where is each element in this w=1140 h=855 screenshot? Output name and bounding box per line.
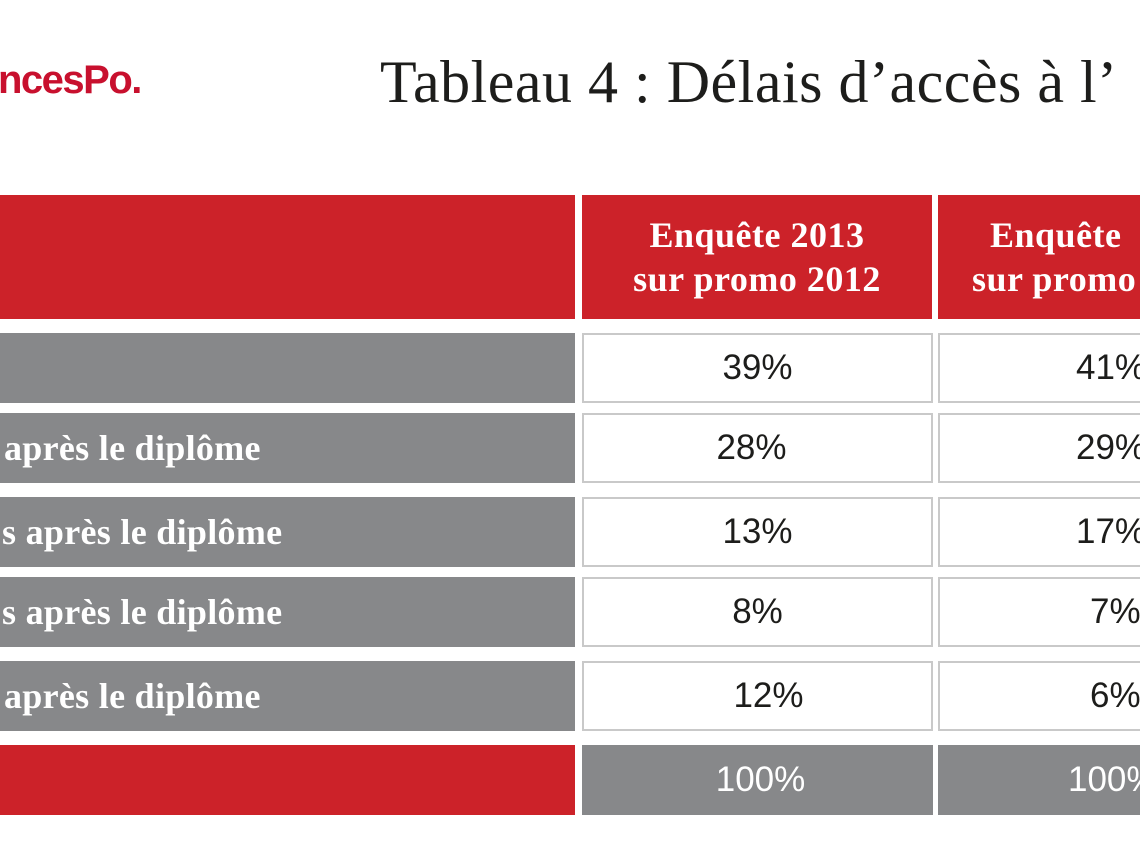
value-2013-row-3: 13%: [582, 497, 933, 567]
sciences-po-logo: ncesPo.: [0, 58, 142, 102]
row-label-2: après le diplôme: [0, 413, 575, 483]
row-label-4: s après le diplôme: [0, 577, 575, 647]
row-label-5-text: après le diplôme: [4, 676, 261, 716]
header-col-second: Enquête sur promo: [938, 195, 1140, 319]
value-second-row-4: 7%: [938, 577, 1140, 647]
value-second-row-2: 29%: [938, 413, 1140, 483]
row-label-5: après le diplôme: [0, 661, 575, 731]
value-second-row-5: 6%: [938, 661, 1140, 731]
row-label-2-text: après le diplôme: [4, 428, 261, 468]
header-col-second-line2: sur promo: [972, 259, 1137, 299]
row-label-4-text: s après le diplôme: [2, 592, 283, 632]
row-label-1: [0, 333, 575, 403]
header-col-2013-line2: sur promo 2012: [633, 259, 881, 299]
header-col-second-line1: Enquête: [990, 215, 1122, 255]
page-title: Tableau 4 : Délais d’accès à l’: [380, 49, 1118, 115]
value-2013-row-2: 28%: [582, 413, 933, 483]
header-label-cell: [0, 195, 575, 319]
row-label-3: s après le diplôme: [0, 497, 575, 567]
value-second-row-1: 41%: [938, 333, 1140, 403]
total-label-cell: [0, 745, 575, 815]
header-col-2013-line1: Enquête 2013: [649, 215, 865, 255]
total-2013: 100%: [582, 745, 933, 815]
value-second-row-3: 17%: [938, 497, 1140, 567]
value-2013-row-1: 39%: [582, 333, 933, 403]
row-label-3-text: s après le diplôme: [2, 512, 283, 552]
total-second: 100%: [938, 745, 1140, 815]
value-2013-row-4: 8%: [582, 577, 933, 647]
value-2013-row-5: 12%: [582, 661, 933, 731]
header-col-2013: Enquête 2013 sur promo 2012: [582, 195, 932, 319]
